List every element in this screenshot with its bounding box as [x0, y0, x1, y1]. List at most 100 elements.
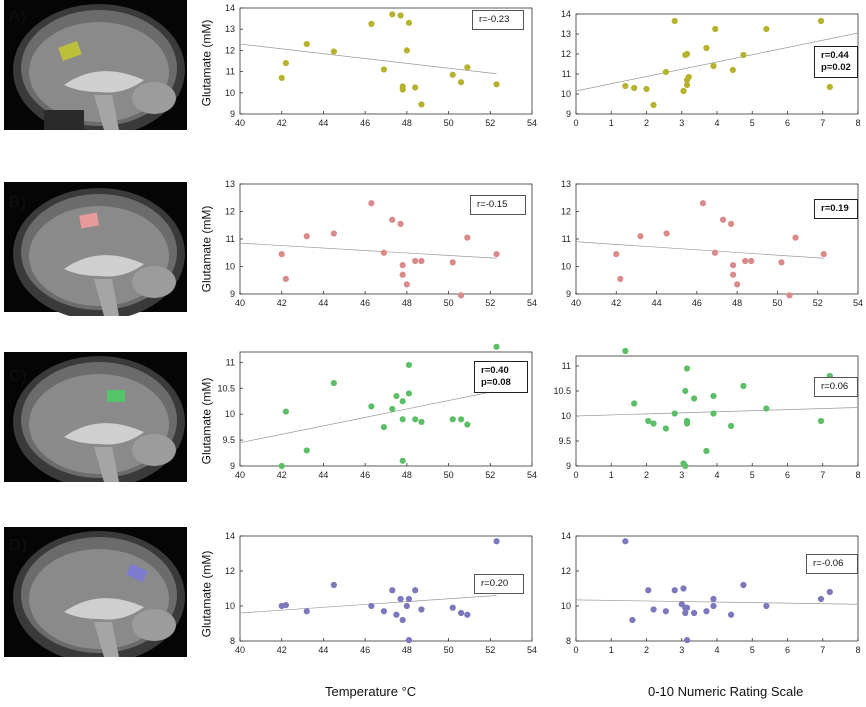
x-tick-label: 6	[785, 118, 790, 128]
data-point	[617, 275, 624, 282]
data-point	[282, 60, 289, 67]
y-tick-label: 12	[225, 566, 235, 576]
y-axis-title: Glutamate (mM)	[199, 205, 214, 293]
correlation-annotation: r=0.20	[474, 574, 524, 594]
data-point	[399, 271, 406, 278]
data-point	[303, 233, 310, 240]
correlation-annotation: r=-0.23	[472, 10, 524, 30]
data-point	[710, 602, 717, 610]
data-point	[683, 365, 691, 372]
x-tick-label: 0	[573, 118, 578, 128]
data-point	[730, 262, 737, 269]
x-tick-label: 8	[855, 118, 860, 128]
x-tick-label: 40	[571, 298, 581, 308]
data-point	[493, 251, 500, 258]
x-tick-label: 2	[644, 645, 649, 655]
data-point	[303, 447, 310, 454]
y-tick-label: 14	[561, 531, 571, 541]
data-point	[397, 220, 404, 227]
y-tick-label: 9	[566, 289, 571, 299]
data-point	[680, 585, 687, 592]
data-point	[622, 538, 629, 545]
x-tick-label: 52	[485, 118, 495, 128]
data-point	[403, 47, 410, 54]
x-tick-label: 46	[692, 298, 702, 308]
x-tick-label: 8	[855, 645, 860, 655]
data-point	[710, 410, 717, 417]
data-point	[710, 595, 717, 603]
data-point	[662, 425, 669, 432]
data-point	[399, 457, 406, 464]
data-point	[405, 361, 413, 369]
data-point	[786, 292, 793, 299]
data-point	[683, 50, 691, 58]
y-tick-label: 10	[225, 262, 235, 272]
x-tick-label: 40	[235, 298, 245, 308]
data-point	[399, 416, 406, 423]
x-tick-label: 5	[750, 470, 755, 480]
data-point	[368, 403, 375, 410]
data-point	[457, 79, 465, 86]
y-tick-label: 12	[225, 207, 235, 217]
data-point	[412, 416, 419, 423]
data-point	[449, 604, 456, 611]
mri-sagittal-image-a	[4, 0, 187, 136]
data-point	[826, 588, 833, 596]
y-tick-label: 14	[225, 3, 235, 13]
y-tick-label: 11	[562, 234, 571, 244]
data-point	[493, 81, 500, 88]
x-tick-label: 5	[750, 118, 755, 128]
x-tick-label: 52	[485, 470, 495, 480]
data-point	[405, 595, 413, 603]
y-tick-label: 9.5	[222, 435, 235, 445]
data-point	[493, 538, 500, 545]
x-tick-label: 8	[855, 470, 860, 480]
data-point	[464, 64, 471, 71]
y-tick-label: 11	[226, 357, 235, 367]
data-point	[412, 587, 419, 594]
data-point	[631, 400, 638, 407]
y-tick-label: 12	[561, 566, 571, 576]
data-point	[457, 609, 465, 617]
data-point	[682, 387, 689, 395]
x-tick-label: 1	[609, 645, 614, 655]
data-point	[380, 249, 388, 256]
data-point	[817, 17, 825, 25]
x-tick-label: 7	[820, 470, 825, 480]
x-tick-label: 42	[277, 470, 287, 480]
x-tick-label: 46	[360, 470, 370, 480]
data-point	[393, 392, 400, 400]
data-point	[710, 62, 717, 70]
row-b: B) 40 42 44 46 48 50 52 54 9 10 11 12 13 40 42 44 46 48 5…	[0, 179, 866, 350]
data-point	[703, 608, 710, 615]
data-point	[728, 611, 735, 618]
x-tick-label: 6	[785, 470, 790, 480]
data-point	[699, 200, 706, 207]
row-label: D)	[9, 537, 28, 554]
data-point	[645, 417, 652, 425]
plot-frame	[239, 7, 533, 115]
data-point	[418, 101, 425, 108]
data-point	[683, 81, 691, 89]
data-point	[734, 281, 741, 288]
data-point	[690, 609, 698, 617]
x-tick-label: 44	[318, 298, 328, 308]
y-tick-label: 9	[230, 289, 235, 299]
row-label: C)	[9, 368, 28, 385]
data-point	[662, 68, 669, 76]
data-point	[662, 608, 669, 615]
scatter-plot: 40 42 44 46 48 50 52 54 8 10 12 14	[225, 531, 537, 655]
data-point	[742, 257, 749, 265]
data-point	[690, 395, 698, 402]
data-point	[729, 66, 736, 74]
mri-sagittal-image-c	[4, 352, 187, 488]
data-point	[412, 84, 419, 91]
x-tick-label: 46	[360, 645, 370, 655]
y-tick-label: 9	[230, 461, 235, 471]
trend-line	[575, 407, 859, 417]
y-axis-title: Glutamate (mM)	[199, 550, 214, 638]
data-point	[682, 609, 689, 617]
y-tick-label: 14	[561, 9, 571, 19]
x-tick-label: 4	[714, 470, 719, 480]
y-tick-label: 9	[566, 109, 571, 119]
